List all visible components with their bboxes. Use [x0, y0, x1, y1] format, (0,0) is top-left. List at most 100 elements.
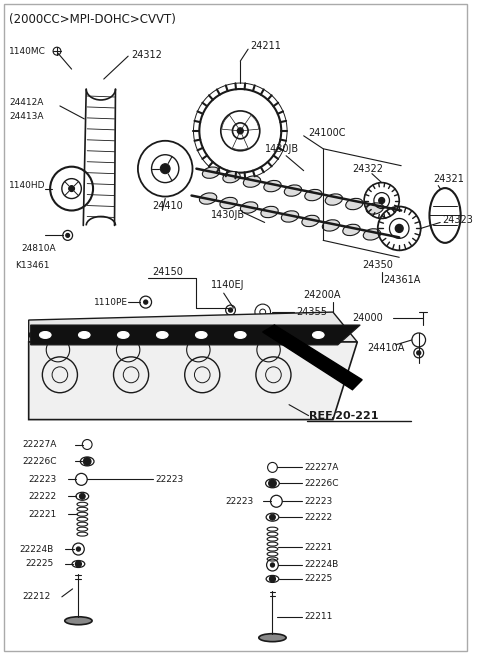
- Circle shape: [228, 308, 232, 312]
- Text: 24312: 24312: [131, 50, 162, 60]
- Ellipse shape: [343, 224, 360, 236]
- Ellipse shape: [77, 512, 88, 516]
- Ellipse shape: [305, 189, 322, 200]
- Text: 22223: 22223: [29, 475, 57, 484]
- Ellipse shape: [77, 527, 88, 531]
- Ellipse shape: [430, 188, 461, 243]
- Ellipse shape: [267, 527, 278, 531]
- Text: 1110PE: 1110PE: [94, 297, 128, 307]
- Wedge shape: [240, 115, 259, 131]
- Ellipse shape: [284, 185, 301, 196]
- Ellipse shape: [366, 203, 384, 214]
- Text: 24211: 24211: [250, 41, 281, 51]
- Circle shape: [76, 547, 80, 551]
- Ellipse shape: [302, 331, 315, 339]
- Ellipse shape: [77, 502, 88, 506]
- Ellipse shape: [77, 522, 88, 526]
- Text: 24200A: 24200A: [304, 290, 341, 300]
- Text: 22222: 22222: [305, 513, 333, 521]
- Ellipse shape: [325, 194, 343, 205]
- Text: 24323: 24323: [442, 215, 473, 225]
- Text: 1140EJ: 1140EJ: [211, 280, 244, 290]
- Text: 22227A: 22227A: [23, 440, 57, 449]
- Ellipse shape: [68, 331, 81, 339]
- Text: (2000CC>MPI-DOHC>CVVT): (2000CC>MPI-DOHC>CVVT): [9, 13, 176, 26]
- Ellipse shape: [200, 193, 217, 204]
- Text: 24355: 24355: [296, 307, 327, 317]
- Text: 24412A: 24412A: [9, 98, 44, 107]
- Ellipse shape: [78, 331, 90, 339]
- Ellipse shape: [72, 561, 85, 567]
- Ellipse shape: [156, 331, 168, 339]
- Ellipse shape: [80, 457, 94, 466]
- Text: 22226C: 22226C: [305, 479, 339, 488]
- Ellipse shape: [267, 537, 278, 541]
- Text: 24322: 24322: [352, 164, 384, 174]
- Circle shape: [75, 561, 81, 567]
- Text: 22212: 22212: [23, 592, 51, 601]
- Text: 1140HD: 1140HD: [9, 181, 46, 190]
- Text: 24150: 24150: [153, 267, 183, 277]
- Text: 22223: 22223: [156, 475, 184, 484]
- Ellipse shape: [77, 532, 88, 536]
- Circle shape: [269, 479, 276, 487]
- Text: 24100C: 24100C: [309, 128, 346, 138]
- Ellipse shape: [224, 331, 238, 339]
- Text: 24410: 24410: [153, 200, 183, 210]
- Text: K13461: K13461: [15, 261, 49, 270]
- Circle shape: [270, 514, 276, 520]
- Wedge shape: [222, 115, 240, 131]
- Text: 22226C: 22226C: [23, 457, 57, 466]
- Text: 22224B: 22224B: [19, 544, 53, 553]
- Ellipse shape: [261, 206, 278, 217]
- Text: 22227A: 22227A: [305, 463, 339, 472]
- Circle shape: [396, 225, 403, 233]
- Ellipse shape: [185, 331, 198, 339]
- Text: 24413A: 24413A: [9, 113, 44, 121]
- Ellipse shape: [267, 542, 278, 546]
- Ellipse shape: [267, 532, 278, 536]
- Ellipse shape: [223, 172, 240, 183]
- Ellipse shape: [77, 517, 88, 521]
- Text: 22224B: 22224B: [305, 561, 339, 569]
- Ellipse shape: [267, 552, 278, 556]
- Ellipse shape: [312, 331, 324, 339]
- Text: 22221: 22221: [305, 542, 333, 552]
- Ellipse shape: [267, 557, 278, 561]
- Text: REF.20-221: REF.20-221: [309, 411, 378, 421]
- Ellipse shape: [322, 220, 340, 231]
- Circle shape: [270, 576, 276, 582]
- Text: 1430JB: 1430JB: [211, 210, 245, 221]
- Ellipse shape: [220, 197, 237, 209]
- Ellipse shape: [77, 507, 88, 511]
- Ellipse shape: [39, 331, 51, 339]
- Circle shape: [69, 185, 74, 191]
- Text: 22225: 22225: [26, 559, 54, 569]
- Text: 24810A: 24810A: [21, 244, 56, 253]
- Text: 22221: 22221: [29, 510, 57, 519]
- Ellipse shape: [267, 547, 278, 551]
- Text: 22225: 22225: [305, 574, 333, 584]
- Text: 1430JB: 1430JB: [264, 143, 299, 154]
- Text: 22223: 22223: [305, 496, 333, 506]
- Wedge shape: [232, 131, 248, 150]
- Ellipse shape: [195, 331, 207, 339]
- Polygon shape: [29, 342, 357, 420]
- Ellipse shape: [302, 215, 319, 227]
- Ellipse shape: [234, 331, 246, 339]
- Circle shape: [271, 563, 275, 567]
- Ellipse shape: [118, 331, 129, 339]
- Circle shape: [417, 351, 420, 355]
- Text: 24410A: 24410A: [367, 343, 405, 353]
- Text: 24350: 24350: [362, 260, 393, 271]
- Ellipse shape: [264, 180, 281, 192]
- Ellipse shape: [107, 331, 120, 339]
- Text: 24361A: 24361A: [384, 275, 421, 285]
- Polygon shape: [29, 312, 357, 342]
- Circle shape: [84, 457, 91, 466]
- Ellipse shape: [274, 331, 285, 339]
- Ellipse shape: [203, 167, 220, 178]
- Ellipse shape: [259, 633, 286, 642]
- Ellipse shape: [266, 576, 279, 582]
- Ellipse shape: [266, 514, 279, 521]
